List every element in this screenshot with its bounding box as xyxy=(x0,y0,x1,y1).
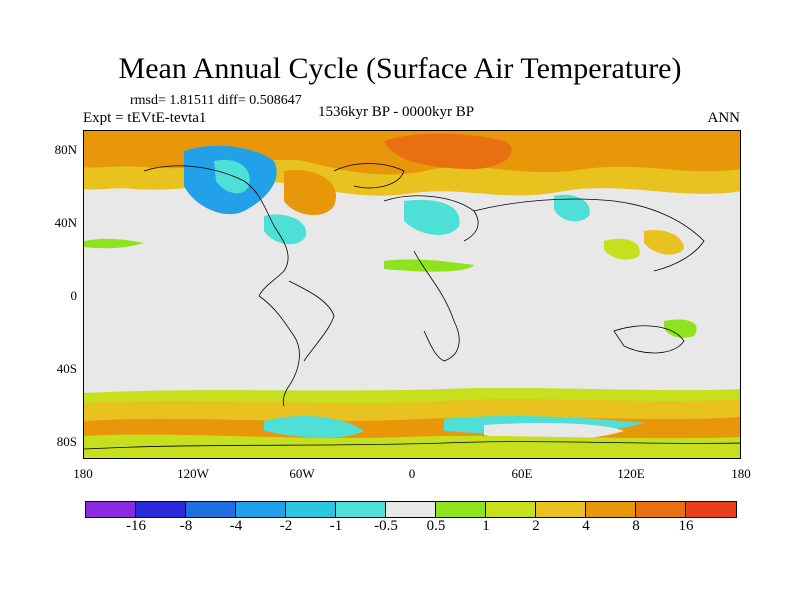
colorbar-label: -16 xyxy=(126,518,146,534)
lon-label-60e: 60E xyxy=(511,466,533,481)
colorbar-label: -2 xyxy=(279,518,293,534)
colorbar-swatch xyxy=(336,502,386,517)
colorbar-label: 8 xyxy=(632,518,640,534)
colorbar-swatch xyxy=(386,502,436,517)
colorbar-swatch xyxy=(136,502,186,517)
season-label: ANN xyxy=(707,110,741,126)
colorbar-swatch xyxy=(536,502,586,517)
colorbar-swatch xyxy=(486,502,536,517)
colorbar-label: -8 xyxy=(179,518,193,534)
colorbar-swatch xyxy=(186,502,236,517)
colorbar-swatch xyxy=(236,502,286,517)
lat-label-80s: 80S xyxy=(56,434,77,449)
colorbar-swatch xyxy=(286,502,336,517)
period-label: 1536kyr BP - 0000kyr BP xyxy=(318,104,475,120)
colorbar-swatch xyxy=(686,502,736,517)
colorbar-swatch xyxy=(86,502,136,517)
lon-label-180e: 180 xyxy=(731,466,751,481)
lon-label-120w: 120W xyxy=(177,466,209,481)
lon-label-120e: 120E xyxy=(617,466,645,481)
colorbar-label: 16 xyxy=(678,518,694,534)
colorbar-label: -4 xyxy=(229,518,243,534)
colorbar-label: -0.5 xyxy=(374,518,398,534)
colorbar-label: -1 xyxy=(329,518,343,534)
lat-label-40s: 40S xyxy=(56,361,77,376)
lon-label-180w: 180 xyxy=(73,466,93,481)
chart-title: Mean Annual Cycle (Surface Air Temperatu… xyxy=(118,52,682,85)
colorbar-label: 4 xyxy=(582,518,590,534)
map-field xyxy=(84,131,740,458)
lat-label-40n: 40N xyxy=(54,215,77,230)
lon-label-0: 0 xyxy=(408,466,416,481)
stats-text: rmsd= 1.81511 diff= 0.508647 xyxy=(130,93,302,108)
colorbar-label: 1 xyxy=(482,518,490,534)
colorbar xyxy=(85,501,737,518)
lat-label-80n: 80N xyxy=(54,142,77,157)
colorbar-swatch xyxy=(436,502,486,517)
colorbar-label: 2 xyxy=(532,518,540,534)
lat-label-0: 0 xyxy=(70,288,78,303)
lon-label-60w: 60W xyxy=(289,466,315,481)
world-map xyxy=(83,130,741,459)
experiment-label: Expt = tEVtE-tevta1 xyxy=(83,110,207,126)
colorbar-swatch xyxy=(586,502,636,517)
colorbar-label: 0.5 xyxy=(426,518,446,534)
colorbar-swatch xyxy=(636,502,686,517)
